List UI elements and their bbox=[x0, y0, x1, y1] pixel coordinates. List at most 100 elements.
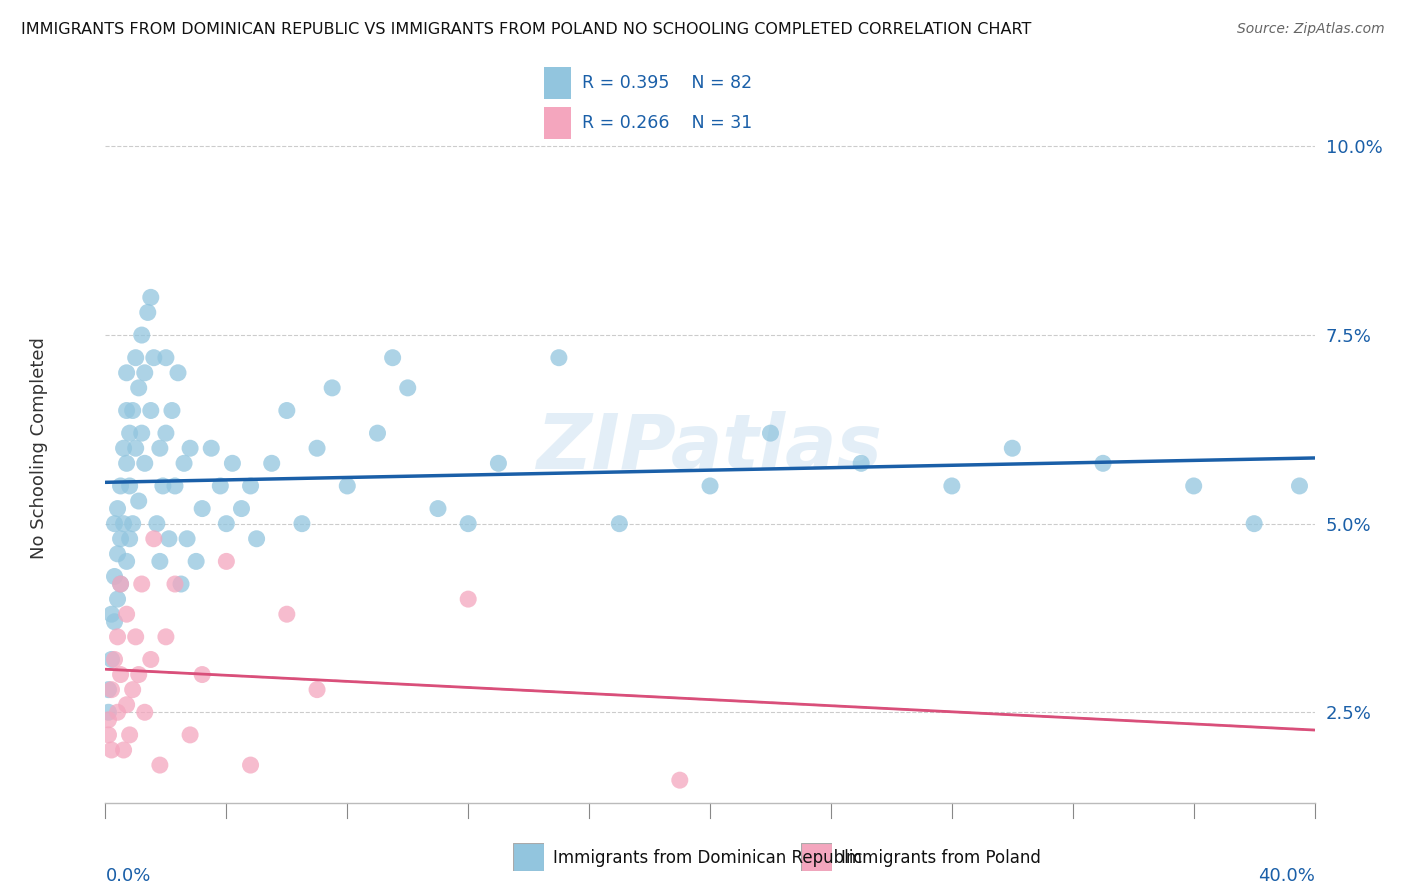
Point bbox=[336, 479, 359, 493]
Point bbox=[260, 456, 283, 470]
Point bbox=[107, 706, 129, 720]
Point bbox=[110, 577, 132, 591]
Point bbox=[176, 532, 198, 546]
Point bbox=[1288, 479, 1310, 493]
Point bbox=[115, 366, 138, 380]
Point bbox=[366, 426, 388, 441]
Point bbox=[128, 381, 150, 395]
Point bbox=[1092, 456, 1115, 470]
Point bbox=[121, 682, 143, 697]
Point bbox=[103, 516, 125, 531]
Point bbox=[221, 456, 243, 470]
Point bbox=[107, 501, 129, 516]
Point bbox=[146, 516, 169, 531]
Point bbox=[112, 743, 135, 757]
Point bbox=[110, 532, 132, 546]
Point bbox=[118, 426, 141, 441]
Point bbox=[136, 305, 159, 319]
Point bbox=[149, 758, 172, 772]
Text: IMMIGRANTS FROM DOMINICAN REPUBLIC VS IMMIGRANTS FROM POLAND NO SCHOOLING COMPLE: IMMIGRANTS FROM DOMINICAN REPUBLIC VS IM… bbox=[21, 22, 1032, 37]
Point bbox=[307, 682, 329, 697]
Point bbox=[173, 456, 195, 470]
Point bbox=[131, 426, 153, 441]
Point bbox=[381, 351, 404, 365]
Point bbox=[849, 456, 872, 470]
Point bbox=[124, 441, 148, 455]
Point bbox=[139, 290, 162, 304]
Point bbox=[97, 706, 120, 720]
Point bbox=[191, 501, 214, 516]
Point bbox=[115, 403, 138, 417]
Point bbox=[112, 441, 135, 455]
Bar bbox=[544, 106, 571, 139]
Point bbox=[118, 532, 141, 546]
Text: R = 0.395    N = 82: R = 0.395 N = 82 bbox=[582, 74, 752, 92]
Point bbox=[128, 667, 150, 681]
Point bbox=[1243, 516, 1265, 531]
Point bbox=[239, 758, 262, 772]
Point bbox=[149, 441, 172, 455]
Point bbox=[142, 351, 165, 365]
Text: ZIPatlas: ZIPatlas bbox=[537, 411, 883, 485]
Point bbox=[321, 381, 343, 395]
Point bbox=[155, 351, 177, 365]
Text: Immigrants from Dominican Republic: Immigrants from Dominican Republic bbox=[553, 849, 862, 867]
Point bbox=[142, 532, 165, 546]
Point bbox=[291, 516, 314, 531]
Point bbox=[179, 728, 201, 742]
Text: No Schooling Completed: No Schooling Completed bbox=[30, 337, 48, 559]
Point bbox=[97, 728, 120, 742]
Point bbox=[276, 607, 298, 622]
Point bbox=[1001, 441, 1024, 455]
Point bbox=[152, 479, 174, 493]
Point bbox=[100, 652, 122, 666]
Point bbox=[107, 547, 129, 561]
Point bbox=[157, 532, 180, 546]
Point bbox=[548, 351, 571, 365]
Point bbox=[139, 403, 162, 417]
Point bbox=[239, 479, 262, 493]
Point bbox=[115, 456, 138, 470]
Point bbox=[131, 328, 153, 343]
Point bbox=[103, 615, 125, 629]
Point bbox=[118, 728, 141, 742]
Point bbox=[139, 652, 162, 666]
Point bbox=[124, 351, 148, 365]
Point bbox=[179, 441, 201, 455]
Point bbox=[155, 426, 177, 441]
Point bbox=[246, 532, 269, 546]
Point bbox=[118, 479, 141, 493]
Point bbox=[121, 403, 143, 417]
Point bbox=[200, 441, 222, 455]
Point bbox=[155, 630, 177, 644]
Point bbox=[134, 456, 156, 470]
Text: Immigrants from Poland: Immigrants from Poland bbox=[841, 849, 1040, 867]
Point bbox=[699, 479, 721, 493]
Point bbox=[191, 667, 214, 681]
Point bbox=[107, 630, 129, 644]
Text: 40.0%: 40.0% bbox=[1258, 867, 1315, 885]
Point bbox=[97, 713, 120, 727]
Text: R = 0.266    N = 31: R = 0.266 N = 31 bbox=[582, 113, 752, 132]
Point bbox=[215, 554, 238, 568]
Point bbox=[115, 607, 138, 622]
Point bbox=[110, 479, 132, 493]
Point bbox=[209, 479, 232, 493]
Point bbox=[160, 403, 183, 417]
Text: Source: ZipAtlas.com: Source: ZipAtlas.com bbox=[1237, 22, 1385, 37]
Point bbox=[307, 441, 329, 455]
Point bbox=[110, 577, 132, 591]
Point bbox=[167, 366, 190, 380]
Point bbox=[97, 682, 120, 697]
Point bbox=[457, 592, 479, 607]
Point bbox=[186, 554, 208, 568]
Point bbox=[941, 479, 963, 493]
Point bbox=[128, 494, 150, 508]
Point bbox=[149, 554, 172, 568]
Point bbox=[103, 652, 125, 666]
Point bbox=[488, 456, 510, 470]
Point bbox=[215, 516, 238, 531]
Point bbox=[103, 569, 125, 583]
Point bbox=[231, 501, 253, 516]
Point bbox=[1182, 479, 1205, 493]
